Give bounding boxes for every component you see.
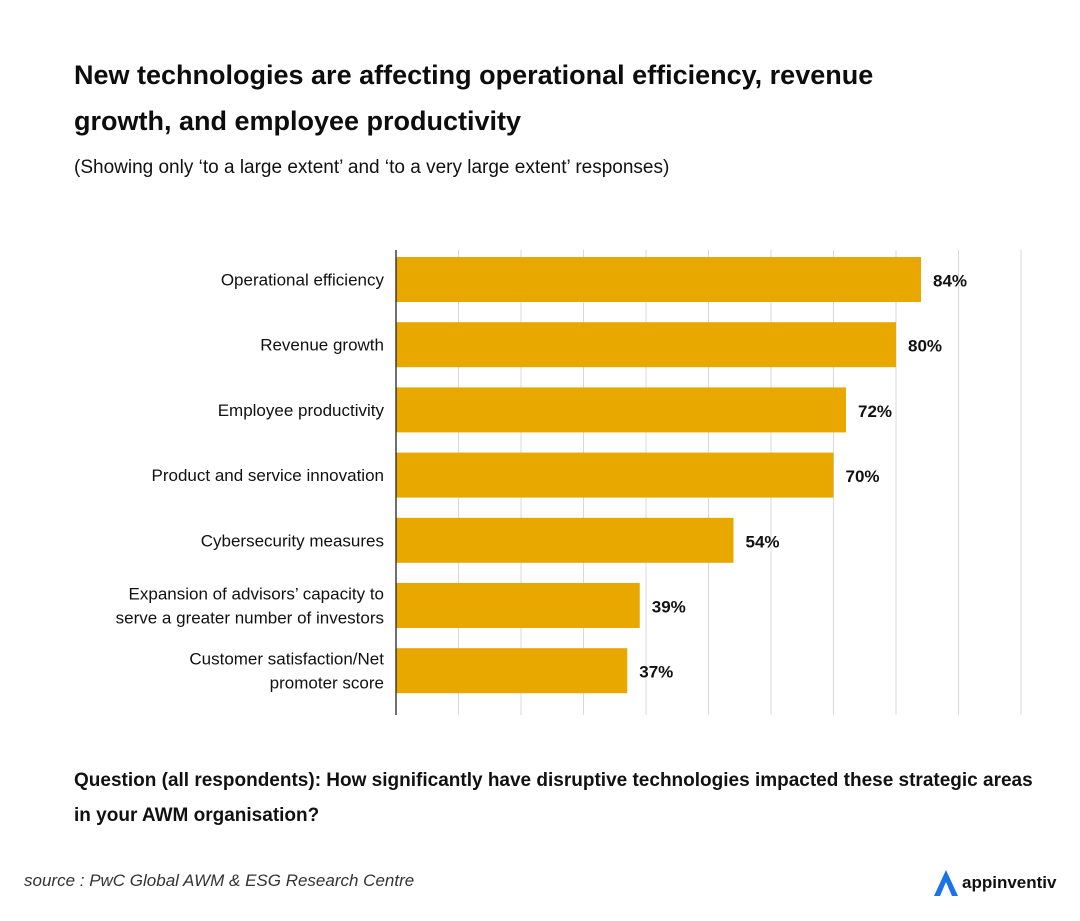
value-label: 70%	[846, 467, 880, 486]
survey-question: Question (all respondents): How signific…	[74, 770, 1033, 826]
source-note: source : PwC Global AWM & ESG Research C…	[24, 871, 415, 890]
bar	[396, 322, 896, 368]
value-label: 39%	[652, 598, 686, 617]
category-label: serve a greater number of investors	[116, 609, 384, 628]
brand-logo: appinventiv	[933, 868, 1056, 898]
bars	[396, 257, 921, 694]
bar	[396, 648, 628, 694]
value-label: 37%	[639, 663, 673, 682]
category-label: Employee productivity	[218, 401, 385, 420]
category-label: Customer satisfaction/Net	[189, 650, 384, 669]
category-label: Cybersecurity measures	[201, 531, 384, 550]
category-label: Operational efficiency	[221, 271, 385, 290]
category-label: promoter score	[270, 674, 384, 693]
bar	[396, 452, 834, 498]
category-label: Expansion of advisors’ capacity to	[129, 585, 384, 604]
brand-name: appinventiv	[962, 873, 1057, 892]
bar	[396, 517, 734, 563]
bar	[396, 257, 921, 302]
bar	[396, 583, 640, 628]
chart-subtitle: (Showing only ‘to a large extent’ and ‘t…	[74, 157, 670, 178]
category-label: Product and service innovation	[152, 466, 384, 485]
value-labels: 84% 80% 72% 70% 54% 39% 37%	[639, 272, 967, 682]
value-label: 72%	[858, 402, 892, 421]
category-label: Revenue growth	[260, 336, 384, 355]
value-label: 84%	[933, 272, 967, 291]
bar	[396, 387, 846, 433]
value-label: 80%	[908, 337, 942, 356]
category-labels: Operational efficiency Revenue growth Empl…	[116, 271, 385, 693]
appinventiv-logo-icon	[934, 870, 958, 896]
value-label: 54%	[746, 532, 780, 551]
chart-title: New technologies are affecting operation…	[74, 60, 874, 136]
